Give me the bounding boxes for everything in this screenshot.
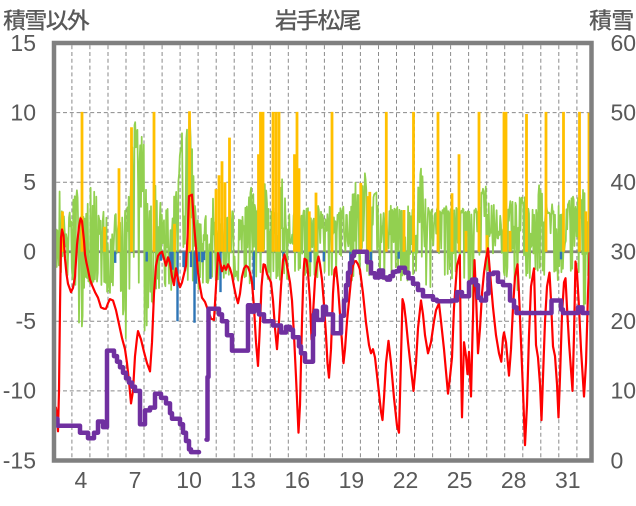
svg-text:28: 28 — [501, 467, 527, 493]
svg-text:25: 25 — [447, 467, 473, 493]
svg-text:10: 10 — [10, 99, 36, 125]
svg-text:-5: -5 — [16, 308, 36, 334]
svg-text:13: 13 — [230, 467, 256, 493]
svg-text:20: 20 — [611, 308, 636, 334]
svg-text:40: 40 — [611, 169, 636, 195]
svg-text:15: 15 — [10, 30, 36, 56]
svg-text:5: 5 — [23, 169, 36, 195]
svg-text:19: 19 — [339, 467, 365, 493]
svg-text:16: 16 — [285, 467, 311, 493]
svg-text:0: 0 — [23, 239, 36, 265]
svg-text:60: 60 — [611, 30, 636, 56]
svg-text:-15: -15 — [3, 447, 36, 473]
svg-text:50: 50 — [611, 99, 636, 125]
svg-text:31: 31 — [555, 467, 581, 493]
svg-text:22: 22 — [393, 467, 419, 493]
svg-text:0: 0 — [611, 447, 624, 473]
svg-text:10: 10 — [176, 467, 202, 493]
svg-text:30: 30 — [611, 239, 636, 265]
svg-text:4: 4 — [75, 467, 88, 493]
svg-text:10: 10 — [611, 378, 636, 404]
svg-text:7: 7 — [129, 467, 142, 493]
svg-text:-10: -10 — [3, 378, 36, 404]
